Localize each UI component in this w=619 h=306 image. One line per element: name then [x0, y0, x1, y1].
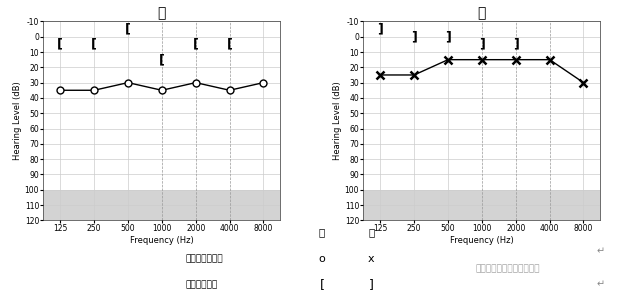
- Text: ]: ]: [445, 30, 451, 43]
- Text: [: [: [159, 53, 165, 66]
- Text: [: [: [319, 278, 324, 291]
- Text: o: o: [319, 254, 325, 263]
- Text: [: [: [193, 38, 199, 51]
- Text: 左: 左: [368, 228, 374, 237]
- Bar: [363, 190, 600, 220]
- Text: ]: ]: [411, 30, 417, 43]
- Text: 上海新华医院听力恕聊中心: 上海新华医院听力恕聊中心: [475, 265, 540, 274]
- Text: x: x: [368, 254, 374, 263]
- Bar: [43, 190, 280, 220]
- Title: 右: 右: [158, 6, 166, 20]
- Text: ]: ]: [378, 23, 383, 35]
- Text: ]: ]: [513, 38, 519, 51]
- Y-axis label: Hearing Level (dB): Hearing Level (dB): [13, 81, 22, 160]
- Text: ↵: ↵: [596, 280, 605, 289]
- X-axis label: Frequency (Hz): Frequency (Hz): [450, 236, 514, 245]
- Text: ]: ]: [479, 38, 485, 51]
- Text: 右: 右: [319, 228, 325, 237]
- Text: [: [: [125, 23, 131, 35]
- Title: 左: 左: [478, 6, 486, 20]
- Text: [: [: [227, 38, 233, 51]
- Text: 气导（未掩蔽）: 气导（未掩蔽）: [186, 254, 223, 263]
- X-axis label: Frequency (Hz): Frequency (Hz): [130, 236, 194, 245]
- Text: ↵: ↵: [596, 246, 605, 256]
- Text: ]: ]: [369, 278, 374, 291]
- Text: 骨导（掩蔽）: 骨导（掩蔽）: [186, 280, 218, 289]
- Text: [: [: [58, 38, 63, 51]
- Y-axis label: Hearing Level (dB): Hearing Level (dB): [333, 81, 342, 160]
- Text: [: [: [91, 38, 97, 51]
